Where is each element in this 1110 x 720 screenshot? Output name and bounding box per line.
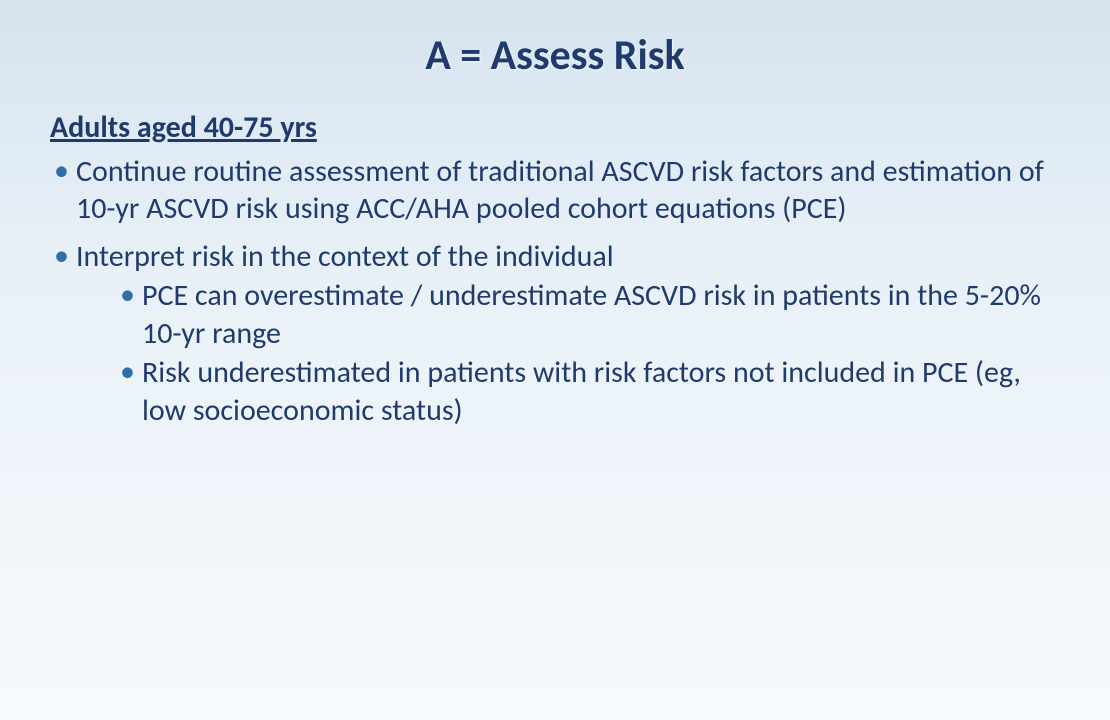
bullet-list: Continue routine assessment of tradition… xyxy=(50,153,1060,430)
bullet-text: Interpret risk in the context of the ind… xyxy=(76,238,614,275)
list-item: Continue routine assessment of tradition… xyxy=(50,153,1060,228)
list-item: Risk underestimated in patients with ris… xyxy=(116,354,1060,429)
bullet-text: Continue routine assessment of tradition… xyxy=(76,153,1044,228)
bullet-text: PCE can overestimate / underestimate ASC… xyxy=(142,277,1041,352)
list-item: PCE can overestimate / underestimate ASC… xyxy=(116,277,1060,352)
slide-title: A = Assess Risk xyxy=(50,30,1060,81)
list-item: Interpret risk in the context of the ind… xyxy=(50,238,1060,430)
sub-bullet-list: PCE can overestimate / underestimate ASC… xyxy=(76,277,1060,429)
bullet-text: Risk underestimated in patients with ris… xyxy=(142,354,1021,429)
slide-subhead: Adults aged 40-75 yrs xyxy=(50,109,1060,147)
